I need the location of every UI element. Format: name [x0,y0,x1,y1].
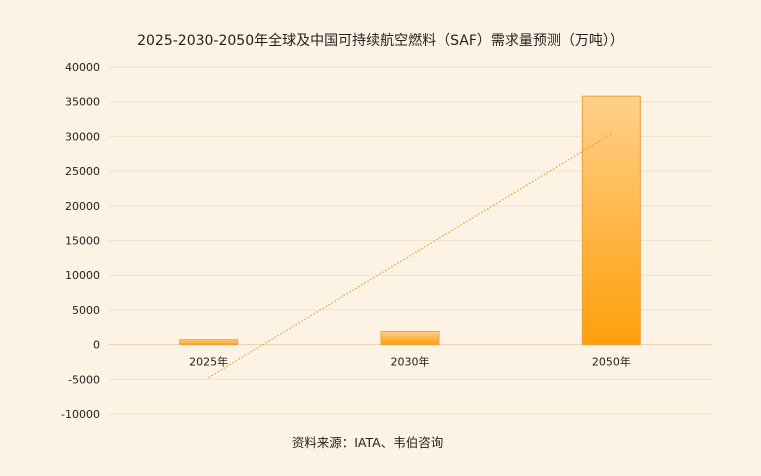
y-tick-label: 30000 [65,130,100,143]
x-tick-label: 2025年 [189,355,228,369]
chart-title: 2025-2030-2050年全球及中国可持续航空燃料（SAF）需求量预测（万吨… [137,33,624,49]
y-tick-label: 20000 [65,200,100,213]
y-tick-label: 25000 [65,165,100,178]
y-tick-label: 40000 [65,61,100,74]
bar [581,95,641,346]
bar [179,339,239,346]
y-tick-label: -5000 [68,373,100,386]
y-tick-label: 35000 [65,96,100,109]
x-tick-label: 2030年 [391,355,430,369]
y-tick-label: 5000 [72,304,100,317]
y-tick-label: 15000 [65,235,100,248]
source-note: 资料来源：IATA、韦伯咨询 [291,435,444,450]
y-tick-label: 10000 [65,269,100,282]
trendline [208,133,612,379]
y-tick-label: 0 [93,339,100,352]
y-tick-label: -10000 [61,408,100,421]
bar [380,330,440,346]
x-tick-label: 2050年 [592,355,631,369]
